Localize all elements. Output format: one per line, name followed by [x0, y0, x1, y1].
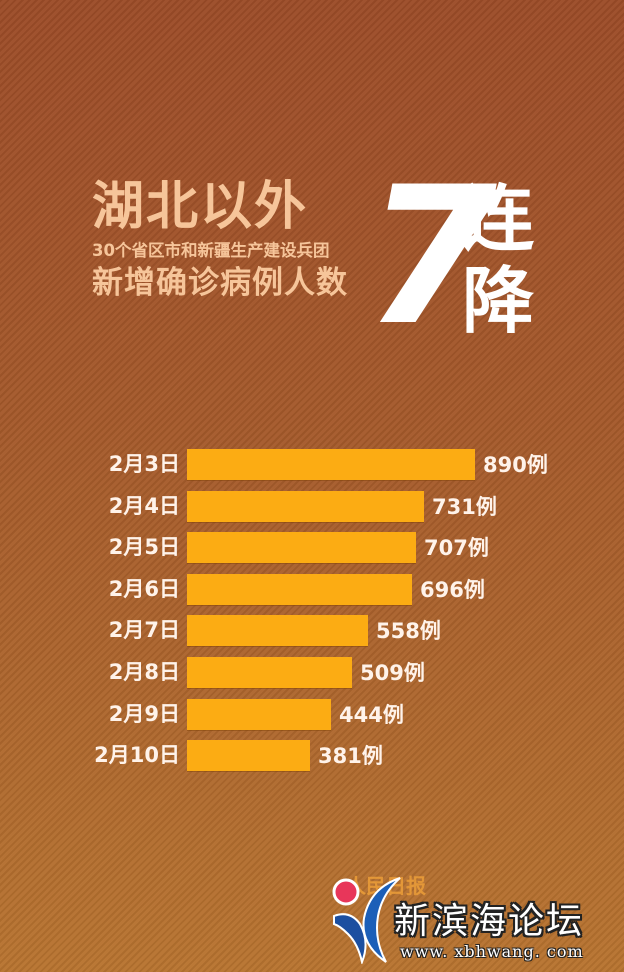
big-suffix: 连降: [462, 177, 535, 343]
watermark: 人民日报 新滨海论坛 www. xbhwang. com: [328, 862, 624, 972]
bar-value-label: 381例: [318, 744, 383, 768]
bar: [187, 532, 416, 563]
bar-row: 2月3日 890例: [0, 449, 624, 480]
bar-label: 2月6日: [108, 577, 180, 601]
bar-label: 2月4日: [108, 494, 180, 518]
site-name: 新滨海论坛: [394, 901, 585, 942]
bar: [187, 657, 352, 688]
bar-value-label: 707例: [424, 536, 489, 560]
bar: [187, 574, 412, 605]
bar-value-label: 558例: [376, 619, 441, 643]
bar-label: 2月5日: [108, 535, 180, 559]
bar-value-label: 731例: [432, 495, 497, 519]
bar-row: 2月7日 558例: [0, 615, 624, 646]
big-number: 7: [365, 146, 498, 367]
site-url: www. xbhwang. com: [400, 942, 584, 961]
bar: [187, 699, 331, 730]
bar-label: 2月7日: [108, 618, 180, 642]
bar-label: 2月10日: [94, 743, 180, 767]
bar-value-label: 509例: [360, 661, 425, 685]
site-logo-icon: [332, 877, 401, 964]
bar: [187, 491, 424, 522]
bar-label: 2月3日: [108, 452, 180, 476]
bar-value-label: 696例: [420, 578, 485, 602]
bar-value-label: 890例: [483, 453, 548, 477]
bar-row: 2月10日 381例: [0, 740, 624, 771]
bar-row: 2月6日 696例: [0, 574, 624, 605]
bar-value-label: 444例: [339, 703, 404, 727]
bar-label: 2月8日: [108, 660, 180, 684]
bar-row: 2月9日 444例: [0, 699, 624, 730]
bar-row: 2月5日 707例: [0, 532, 624, 563]
bar-row: 2月8日 509例: [0, 657, 624, 688]
bar-label: 2月9日: [108, 702, 180, 726]
bar-row: 2月4日 731例: [0, 491, 624, 522]
title-subtitle: 30个省区市和新疆生产建设兵团: [92, 241, 330, 260]
title-block: 湖北以外 30个省区市和新疆生产建设兵团 新增确诊病例人数: [92, 178, 362, 302]
bar: [187, 449, 475, 480]
title-main: 湖北以外: [92, 177, 309, 237]
bar: [187, 615, 368, 646]
bar: [187, 740, 310, 771]
title-metric: 新增确诊病例人数: [92, 265, 348, 301]
